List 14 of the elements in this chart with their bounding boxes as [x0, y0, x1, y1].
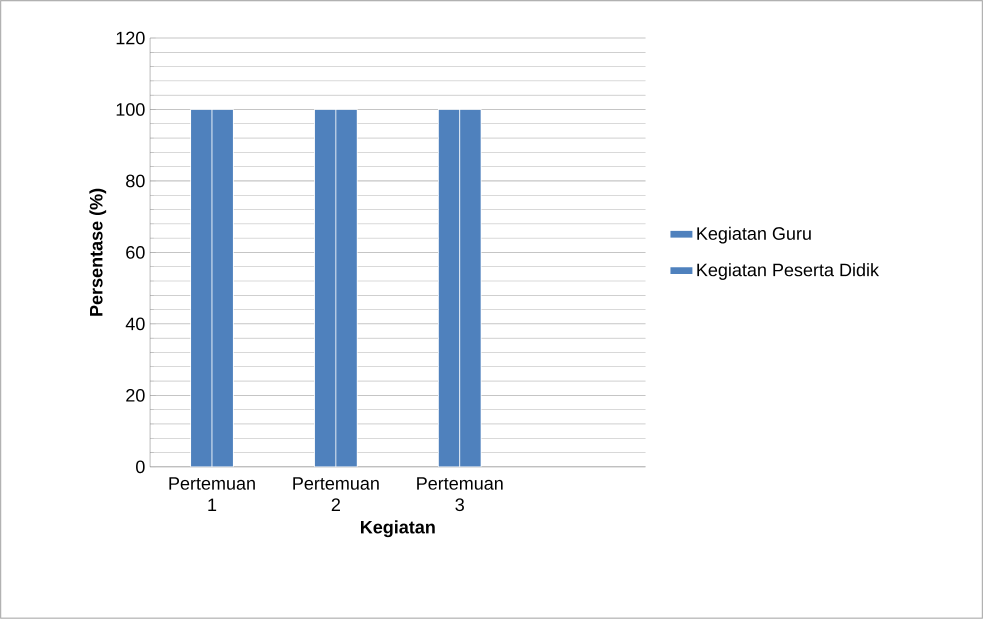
y-tick-label: 120: [116, 32, 145, 44]
y-tick-label: 40: [126, 318, 145, 330]
x-tick-label: Pertemuan 3: [417, 477, 503, 512]
y-tick-label: 0: [136, 460, 145, 474]
legend-label: Kegiatan Peserta Didik: [697, 263, 880, 280]
x-tick-label: Pertemuan 2: [293, 477, 379, 512]
y-tick-label: 100: [116, 103, 145, 116]
legend-label: Kegiatan Guru: [697, 226, 811, 244]
y-tick-label: 60: [126, 246, 145, 259]
y-tick-label: 80: [126, 174, 145, 188]
y-tick-label: 20: [126, 389, 145, 402]
x-axis-title: Kegiatan: [360, 520, 435, 538]
x-tick-label: Pertemuan 1: [169, 477, 255, 512]
y-axis-title: Persentase (%): [89, 188, 106, 316]
